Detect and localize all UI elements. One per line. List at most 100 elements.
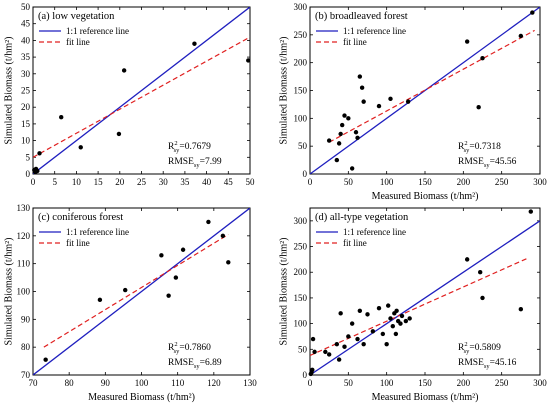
legend-label-reference: 1:1 reference line (66, 227, 129, 237)
data-point (349, 166, 355, 171)
panel-label: (d) all-type vegetation (315, 212, 409, 223)
data-point (346, 116, 351, 121)
rmse-subscript: sy (194, 162, 201, 169)
panel-broadleaved-forest: 0 50 100 150 200 250 300 0 50 100 150 200 250 300 Simu… (278, 2, 547, 202)
r2-symbol: R (168, 142, 175, 152)
rmse-stat: RMSEsy=6.89 (168, 358, 222, 370)
rmse-subscript: sy (484, 162, 491, 169)
rmse-stat: RMSEsy=7.99 (168, 157, 222, 169)
y-tick-label: 0 (303, 370, 308, 380)
data-point (480, 56, 485, 61)
data-point (518, 33, 524, 39)
rmse-symbol: RMSE (168, 157, 194, 167)
data-point (35, 168, 40, 174)
data-point (528, 209, 533, 214)
y-tick-label: 100 (17, 287, 31, 297)
reference-line (310, 220, 540, 375)
data-point (370, 329, 376, 334)
line-layer (310, 220, 540, 375)
y-tick-label: 50 (21, 2, 31, 12)
r2-value: =0.7679 (179, 142, 211, 152)
r2-superscript: 2 (174, 140, 177, 147)
x-tick-label: 110 (171, 378, 185, 388)
data-point (405, 99, 411, 104)
data-point (393, 331, 399, 337)
data-point (310, 367, 315, 373)
data-point (173, 275, 179, 280)
rmse-value: =7.99 (200, 157, 222, 167)
data-point (388, 96, 393, 102)
x-tick-label: 100 (380, 177, 394, 187)
legend-label-reference: 1:1 reference line (343, 227, 406, 237)
panel-label: (b) broadleaved forest (315, 11, 408, 22)
data-point (206, 219, 211, 225)
data-point (220, 233, 226, 239)
y-axis-label: Simulated Biomass (t/hm²) (3, 37, 14, 145)
x-tick-label: 50 (344, 378, 354, 388)
data-point (376, 306, 382, 311)
y-tick-label: 300 (294, 216, 308, 226)
data-point (530, 10, 535, 15)
x-tick-label: 300 (533, 378, 547, 388)
data-point (388, 316, 393, 321)
reference-line (33, 208, 250, 375)
data-point (43, 357, 48, 362)
data-point (357, 74, 363, 79)
data-point (342, 113, 347, 118)
y-tick-label: 5 (26, 152, 31, 162)
fit-line (310, 257, 529, 357)
y-axis-label: Simulated Biomass (t/hm²) (3, 238, 14, 346)
data-point (338, 311, 343, 316)
data-point (355, 135, 360, 141)
r2-symbol: R (458, 142, 465, 152)
x-tick-label: 70 (29, 378, 39, 388)
data-point (403, 318, 409, 324)
data-point (342, 344, 347, 349)
data-point (166, 293, 171, 298)
r2-superscript: 2 (464, 341, 467, 348)
y-tick-label: 90 (21, 314, 31, 324)
y-tick-label: 150 (294, 86, 308, 96)
data-point (399, 313, 405, 319)
data-point (59, 115, 64, 120)
data-point (353, 130, 359, 135)
data-point (361, 99, 366, 104)
legend-label-reference: 1:1 reference line (66, 26, 129, 36)
x-tick-label: 0 (308, 177, 313, 187)
r2-stat: R2 sy=0.7318 (458, 140, 501, 154)
line-layer (33, 7, 250, 174)
x-tick-label: 100 (135, 378, 149, 388)
y-tick-label: 0 (26, 169, 31, 179)
fit-line (328, 29, 535, 143)
x-tick-label: 80 (65, 378, 75, 388)
panel-all-type-vegetation: 0 50 100 150 200 250 300 0 50 100 150 200 250 300 Simu… (278, 207, 547, 403)
fit-line (33, 36, 250, 158)
data-point (357, 308, 363, 313)
y-tick-label: 110 (17, 259, 31, 269)
legend-label-fit: fit line (343, 37, 367, 47)
y-tick-label: 200 (294, 267, 308, 277)
r2-value: =0.7318 (469, 142, 501, 152)
y-tick-label: 130 (17, 203, 31, 213)
data-point (376, 103, 382, 109)
x-axis-label: Measured Biomass (t/hm²) (372, 191, 479, 202)
legend-label-reference: 1:1 reference line (343, 26, 406, 36)
y-tick-label: 20 (21, 102, 31, 112)
x-tick-label: 300 (533, 177, 547, 187)
x-tick-label: 200 (457, 378, 471, 388)
x-tick-label: 200 (457, 177, 471, 187)
y-tick-label: 150 (294, 293, 308, 303)
x-tick-label: 130 (243, 378, 257, 388)
data-point (340, 122, 345, 128)
r2-subscript: sy (464, 147, 471, 154)
x-tick-label: 50 (344, 177, 354, 187)
y-tick-label: 80 (21, 342, 31, 352)
rmse-value: =6.89 (200, 358, 222, 368)
y-tick-label: 15 (21, 119, 31, 129)
rmse-symbol: RMSE (168, 358, 194, 368)
r2-subscript: sy (174, 348, 181, 355)
data-point (361, 341, 366, 347)
rmse-subscript: sy (194, 363, 201, 370)
r2-value: =0.7860 (179, 343, 211, 353)
y-tick-label: 45 (21, 19, 31, 29)
